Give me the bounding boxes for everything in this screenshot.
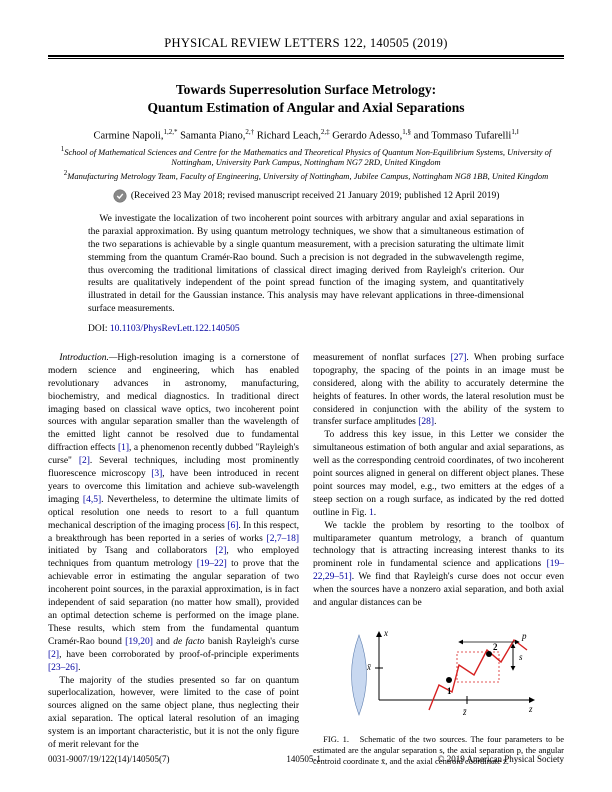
zbar-label: z̄	[462, 707, 467, 717]
c2p2: To address this key issue, in this Lette…	[313, 430, 564, 517]
author-list: Carmine Napoli,1,2,* Samanta Piano,2,† R…	[48, 128, 564, 142]
footer-right: © 2019 American Physical Society	[438, 754, 564, 764]
ref-4-5[interactable]: [4,5]	[83, 495, 101, 505]
affil-2: Manufacturing Metrology Team, Faculty of…	[67, 170, 548, 180]
col2-paragraph-3: We tackle the problem by resorting to th…	[313, 520, 564, 610]
header-rule-top	[48, 55, 564, 57]
author-3-affil: 2,‡	[321, 128, 330, 136]
c2p1c: .	[434, 417, 436, 427]
c1p1i: to prove that the achievable error in es…	[48, 559, 299, 646]
ref-2c[interactable]: [2]	[48, 650, 59, 660]
ref-3[interactable]: [3]	[151, 469, 162, 479]
c1p1k: banish Rayleigh's curse	[205, 637, 300, 647]
crossmark-icon	[113, 189, 127, 203]
source-2-label: 2	[493, 642, 498, 652]
affil-1: School of Mathematical Sciences and Cent…	[64, 146, 551, 167]
doi-label: DOI:	[88, 324, 110, 334]
author-1: Carmine Napoli,	[93, 131, 163, 142]
doi-line: DOI: 10.1103/PhysRevLett.122.140505	[88, 324, 524, 334]
abstract: We investigate the localization of two i…	[88, 213, 524, 316]
source-2	[486, 651, 492, 657]
source-1	[446, 677, 452, 683]
c1p1g: initiated by Tsang and collaborators	[48, 546, 215, 556]
ref-1[interactable]: [1]	[118, 443, 129, 453]
affiliations: 1School of Mathematical Sciences and Cen…	[48, 145, 564, 182]
ref-6[interactable]: [6]	[227, 521, 238, 531]
intro-paragraph-2: The majority of the studies presented so…	[48, 675, 299, 752]
section-head-intro: Introduction.—	[59, 353, 117, 363]
ref-2[interactable]: [2]	[79, 456, 90, 466]
author-1-affil: 1,2,*	[163, 128, 177, 136]
journal-header: PHYSICAL REVIEW LETTERS 122, 140505 (201…	[48, 36, 564, 51]
header-rule-thin	[48, 58, 564, 59]
received-text: (Received 23 May 2018; revised manuscrip…	[131, 192, 500, 202]
ref-27[interactable]: [27]	[451, 353, 467, 363]
xbar-label: x̄	[366, 662, 372, 672]
axis-x-label: x	[383, 628, 388, 638]
doi-link[interactable]: 10.1103/PhysRevLett.122.140505	[110, 324, 240, 334]
source-1-label: 1	[447, 686, 452, 696]
footer-center: 140505-1	[286, 754, 321, 764]
fig-1-label: FIG. 1.	[323, 734, 349, 744]
page-footer: 0031-9007/19/122(14)/140505(7) 140505-1 …	[48, 754, 564, 764]
received-line: (Received 23 May 2018; revised manuscrip…	[48, 189, 564, 203]
axis-z-label: z	[528, 704, 533, 714]
intro-paragraph-1: Introduction.—High-resolution imaging is…	[48, 352, 299, 675]
column-right: measurement of nonflat surfaces [27]. Wh…	[313, 352, 564, 767]
ref-19-22[interactable]: [19–22]	[197, 559, 227, 569]
c2p1b: . When probing surface topography, the s…	[313, 353, 564, 428]
author-4: Gerardo Adesso,	[332, 131, 402, 142]
c1p1: High-resolution imaging is a cornerstone…	[48, 353, 299, 453]
c2p2b: .	[374, 508, 376, 518]
column-left: Introduction.—High-resolution imaging is…	[48, 352, 299, 767]
c1p1l: , have been corroborated by proof-of-pri…	[59, 650, 299, 660]
ref-23-26[interactable]: [23–26]	[48, 663, 78, 673]
figure-1: x z x̄ z̄ 1 2 p	[313, 620, 564, 767]
lens-icon	[351, 635, 366, 715]
defacto: de facto	[173, 637, 204, 647]
c1p1j: and	[153, 637, 173, 647]
author-5-affil: 1,‖	[511, 128, 518, 136]
ref-2-7-18[interactable]: [2,7–18]	[267, 534, 299, 544]
author-5: and Tommaso Tufarelli	[414, 131, 512, 142]
s-label: s	[519, 652, 523, 662]
c2p3: We tackle the problem by resorting to th…	[313, 521, 564, 570]
author-2: Samanta Piano,	[180, 131, 245, 142]
ref-28[interactable]: [28]	[418, 417, 434, 427]
footer-left: 0031-9007/19/122(14)/140505(7)	[48, 754, 170, 764]
c1p1m: .	[78, 663, 80, 673]
author-3: Richard Leach,	[257, 131, 321, 142]
c2p1: measurement of nonflat surfaces	[313, 353, 451, 363]
p-label: p	[521, 631, 527, 641]
title-line-2: Quantum Estimation of Angular and Axial …	[147, 100, 464, 115]
author-2-affil: 2,†	[245, 128, 254, 136]
ref-2b[interactable]: [2]	[215, 546, 226, 556]
title-line-1: Towards Superresolution Surface Metrolog…	[176, 82, 436, 97]
body-columns: Introduction.—High-resolution imaging is…	[48, 352, 564, 767]
figure-1-svg: x z x̄ z̄ 1 2 p	[339, 620, 539, 730]
ref-19-20[interactable]: [19,20]	[125, 637, 153, 647]
col2-paragraph-2: To address this key issue, in this Lette…	[313, 429, 564, 519]
paper-title: Towards Superresolution Surface Metrolog…	[48, 81, 564, 116]
author-4-affil: 1,§	[402, 128, 411, 136]
col2-paragraph-1: measurement of nonflat surfaces [27]. Wh…	[313, 352, 564, 429]
